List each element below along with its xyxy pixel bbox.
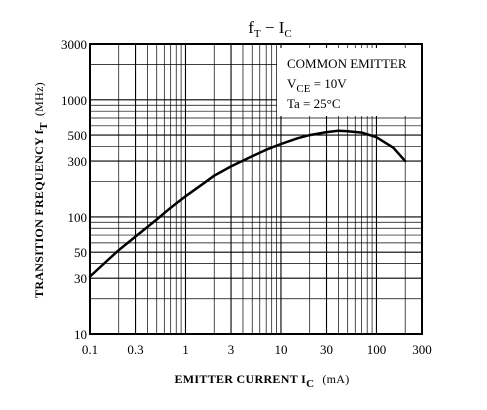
legend-line-mode: COMMON EMITTER <box>287 56 407 71</box>
plot-frame <box>89 43 423 335</box>
legend-line-vce: VCE = 10V <box>287 76 347 95</box>
y-axis-label: TRANSITION FREQUENCY fT(MHz) <box>32 82 50 298</box>
x-tick-label: 0.3 <box>127 342 143 357</box>
y-tick-label: 3000 <box>61 37 87 52</box>
x-axis-label: EMITTER CURRENT IC (mA) <box>174 372 349 390</box>
series-line <box>88 129 407 278</box>
chart-title: fT − IC <box>248 18 292 40</box>
legend-background <box>277 48 421 116</box>
conditions-legend: COMMON EMITTER VCE = 10V Ta = 25°C <box>277 48 421 116</box>
x-tick-label: 3 <box>228 342 235 357</box>
x-tick-labels: 0.1 0.3 1 3 10 30 100 300 <box>82 342 432 357</box>
x-tick-label: 10 <box>274 342 287 357</box>
x-tick-label: 1 <box>182 342 189 357</box>
x-tick-label: 100 <box>367 342 387 357</box>
y-tick-label: 50 <box>74 245 87 260</box>
x-tick-label: 0.1 <box>82 342 98 357</box>
x-tick-label: 300 <box>412 342 432 357</box>
legend-line-temp: Ta = 25°C <box>287 96 341 111</box>
y-tick-label: 300 <box>68 154 88 169</box>
y-tick-label: 10 <box>74 327 87 342</box>
y-tick-label: 100 <box>68 210 88 225</box>
y-tick-label: 30 <box>74 271 87 286</box>
x-tick-label: 30 <box>320 342 333 357</box>
y-tick-label: 1000 <box>61 93 87 108</box>
y-tick-label: 500 <box>68 128 88 143</box>
y-tick-labels: 10 30 50 100 300 500 1000 3000 <box>61 37 87 342</box>
